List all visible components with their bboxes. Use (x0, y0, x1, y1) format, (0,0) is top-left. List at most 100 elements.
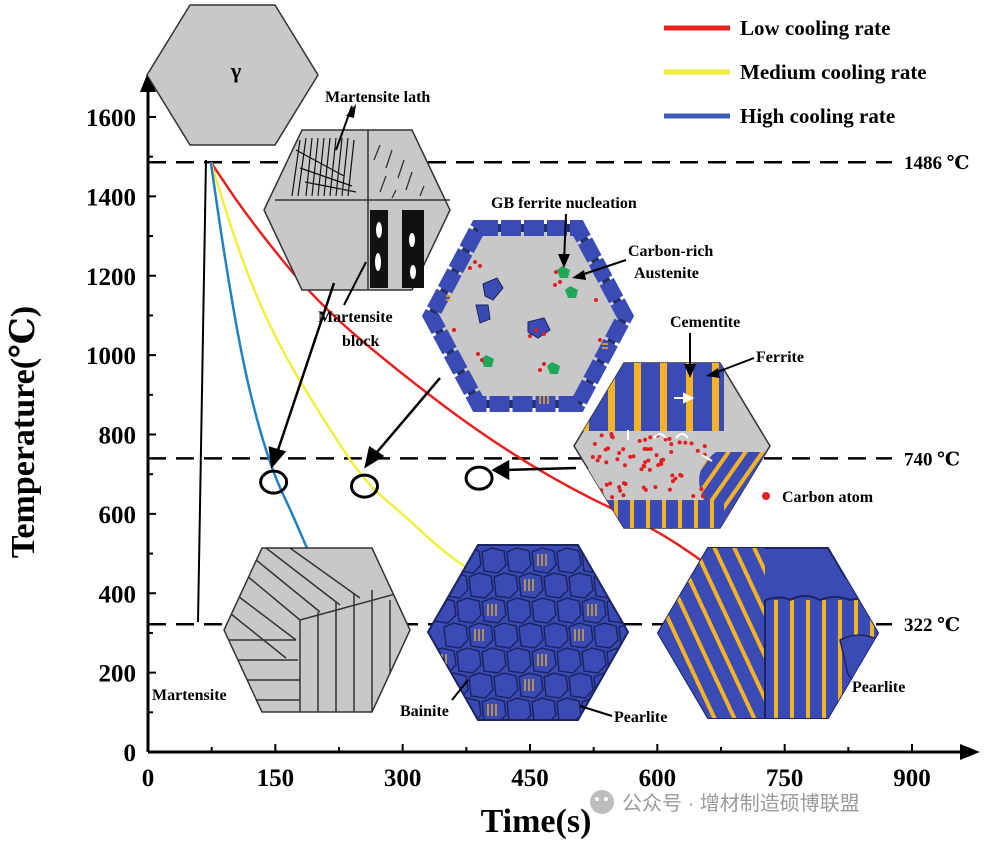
y-tick-label: 200 (99, 661, 137, 688)
carbon-dot (599, 433, 604, 438)
transformation-marker (349, 473, 379, 499)
carbon-dot (670, 473, 675, 478)
y-tick-label: 600 (99, 502, 137, 529)
x-tick-label: 900 (893, 765, 931, 792)
pointer-arrows (268, 282, 577, 481)
austenite-hexagon: γ (146, 4, 319, 146)
cooling-curve (209, 161, 489, 583)
bainite-lamella (487, 704, 497, 716)
bainite-grain (493, 572, 519, 599)
bainite-grain (481, 597, 507, 624)
carbon-dot (691, 493, 696, 498)
bainite-lamella (574, 629, 584, 641)
carbon-dot (700, 494, 705, 499)
bainite-grain (581, 597, 607, 624)
watermark-text: 公众号 · 增材制造硕博联盟 (622, 792, 860, 815)
cooling-curve (209, 162, 311, 555)
bainite-grain (593, 622, 619, 649)
bainite-grain (456, 697, 482, 720)
carbon-dot (643, 460, 648, 465)
bainite-grain (556, 647, 582, 674)
bainite-grain (543, 622, 569, 649)
bainite-grain (506, 597, 532, 624)
carbon-dot (617, 450, 622, 455)
x-tick-label: 750 (766, 765, 804, 792)
bainite-grain (456, 597, 482, 624)
bainite-lamella (587, 604, 597, 616)
y-axis-ticks: 0 200 400 600 800 1000 1200 1400 1600 (86, 105, 156, 767)
carbon-dot (639, 467, 644, 472)
gb-ferrite-hexagon: GB ferrite nucleation Carbon-rich Austen… (421, 195, 713, 412)
bainite-grain (543, 672, 569, 699)
carbon-dot (667, 487, 672, 492)
gb-ferrite-label: GB ferrite nucleation (491, 195, 637, 212)
temperature-line-label: 322 ℃ (904, 615, 960, 636)
carbon-dot (670, 479, 675, 484)
bainite-grain (543, 572, 569, 599)
bainite-grain (556, 597, 582, 624)
bainite-lamella (537, 654, 547, 666)
bainite-grain (468, 572, 494, 599)
bainite-grain (618, 572, 628, 599)
bainite-grain (506, 697, 532, 720)
carbon-dot (609, 432, 614, 437)
pearlite-mid-label: Pearlite (614, 709, 667, 726)
carbon-dot (631, 454, 636, 459)
y-tick-label: 1600 (86, 105, 136, 132)
carbon-dot (608, 481, 613, 486)
carbon-dot (615, 457, 620, 462)
bainite-grain (456, 647, 482, 674)
x-tick-label: 600 (639, 765, 677, 792)
carbon-atom-label: Carbon atom (782, 489, 874, 506)
bainite-grain (481, 647, 507, 674)
y-tick-label: 0 (124, 740, 137, 767)
bainite-grain (518, 672, 544, 699)
carbon-dot (604, 460, 609, 465)
carbon-dot (621, 481, 626, 486)
carbon-dot (642, 446, 647, 451)
carbon-dot (637, 438, 642, 443)
watermark: 公众号 · 增材制造硕博联盟 (590, 790, 860, 815)
bainite-lamella (537, 554, 547, 566)
carbon-dot (590, 455, 595, 460)
carbon-dot (699, 487, 704, 492)
temperature-line-label: 740 ℃ (904, 449, 960, 470)
carbon-dot (702, 444, 707, 449)
carbon-dot (653, 485, 658, 490)
carbon-dot (595, 458, 600, 463)
carbon-dot (654, 453, 659, 458)
bainite-grain (468, 672, 494, 699)
carbon-dot (606, 446, 611, 451)
carbon-dot (647, 467, 652, 472)
bainite-lamella (474, 629, 484, 641)
bainite-grain (518, 622, 544, 649)
transformation-marker (464, 465, 494, 491)
bainite-lamella (437, 554, 447, 566)
bainite-grain (531, 547, 557, 574)
legend-label: Low cooling rate (740, 16, 890, 40)
bainite-grain (493, 672, 519, 699)
bainite-grain (481, 697, 507, 720)
carbon-dot (597, 454, 602, 459)
y-tick-label: 400 (99, 581, 137, 608)
bainite-grain (506, 647, 532, 674)
bainite-grain (581, 647, 607, 674)
y-axis-label: Temperature(℃) (5, 306, 42, 558)
carbon-dot (604, 482, 609, 487)
bainite-grain (493, 622, 519, 649)
bainite-hexagon: Bainite Pearlite (400, 544, 667, 726)
bainite-grain (506, 547, 532, 574)
pearlite-hexagon: Pearlite (656, 547, 905, 719)
carbon-dot (677, 440, 682, 445)
bainite-lamella (624, 579, 628, 591)
carbon-dot (669, 449, 674, 454)
bainite-grain (531, 597, 557, 624)
bainite-grain (556, 547, 582, 574)
cementite-label: Cementite (670, 314, 740, 331)
y-tick-label: 1000 (86, 343, 136, 370)
carbon-dot (617, 485, 622, 490)
bainite-grain (568, 622, 594, 649)
carbon-dot (669, 442, 674, 447)
transformation-markers (259, 465, 494, 499)
